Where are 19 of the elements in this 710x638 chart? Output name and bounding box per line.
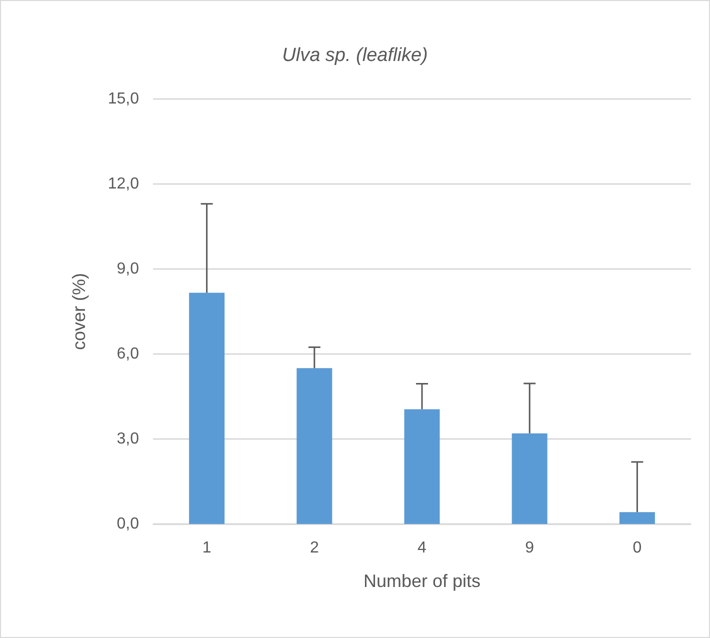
bar	[512, 433, 548, 524]
x-axis-title: Number of pits	[363, 571, 481, 591]
y-tick-label: 6,0	[116, 346, 140, 362]
y-axis-title: cover (%)	[69, 272, 89, 350]
y-tick-label: 9,0	[116, 260, 140, 278]
x-tick-label: 9	[525, 540, 534, 556]
x-tick-label: 0	[632, 540, 642, 556]
bar	[619, 512, 655, 524]
x-tick-label: 1	[202, 540, 212, 556]
x-tick-label: 4	[418, 540, 427, 556]
y-tick-label: 3,0	[116, 430, 140, 448]
y-tick-label: 15,0	[108, 90, 140, 108]
y-tick-label: 12,0	[108, 176, 140, 192]
chart-title: Ulva sp. (leaflike)	[282, 45, 428, 66]
bar	[404, 409, 440, 524]
x-tick-label: 2	[310, 540, 319, 556]
y-tick-label: 0,0	[116, 516, 140, 532]
bar	[296, 368, 332, 524]
bar	[189, 292, 225, 524]
